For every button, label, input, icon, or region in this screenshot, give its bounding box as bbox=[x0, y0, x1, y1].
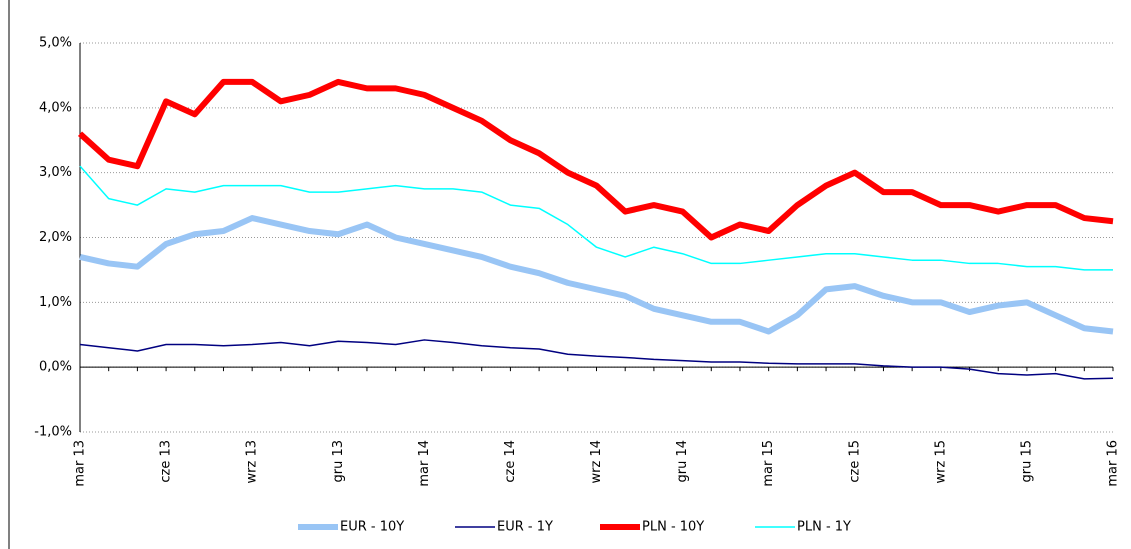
y-tick-label: 0,0% bbox=[39, 360, 72, 375]
x-tick-label: gru 13 bbox=[331, 440, 346, 483]
y-tick-label: 4,0% bbox=[39, 100, 72, 115]
y-tick-label: 5,0% bbox=[39, 36, 72, 51]
series-line bbox=[79, 339, 1114, 380]
x-tick-label: mar 15 bbox=[761, 440, 776, 487]
x-tick-label: mar 14 bbox=[417, 440, 432, 487]
x-tick-label: wrz 13 bbox=[245, 440, 260, 483]
x-tick-label: wrz 14 bbox=[589, 440, 604, 483]
legend-label: PLN - 10Y bbox=[642, 520, 704, 535]
series-line bbox=[79, 215, 1114, 335]
x-tick-label: wrz 15 bbox=[933, 440, 948, 483]
legend-label: EUR - 10Y bbox=[340, 520, 404, 535]
x-tick-label: mar 16 bbox=[1106, 440, 1121, 487]
legend-label: PLN - 1Y bbox=[797, 520, 851, 535]
y-tick-label: 3,0% bbox=[39, 165, 72, 180]
x-tick-label: gru 14 bbox=[675, 440, 690, 483]
y-tick-label: 1,0% bbox=[39, 295, 72, 310]
y-tick-label: -1,0% bbox=[34, 425, 72, 440]
series-line bbox=[79, 165, 1113, 271]
x-tick-label: cze 14 bbox=[503, 440, 518, 483]
series-line bbox=[77, 78, 1114, 241]
x-tick-label: gru 15 bbox=[1019, 440, 1034, 483]
x-tick-label: cze 15 bbox=[847, 440, 862, 483]
legend-label: EUR - 1Y bbox=[497, 520, 553, 535]
x-tick-label: mar 13 bbox=[73, 440, 88, 487]
y-tick-label: 2,0% bbox=[39, 230, 72, 245]
x-tick-label: cze 13 bbox=[159, 440, 174, 483]
